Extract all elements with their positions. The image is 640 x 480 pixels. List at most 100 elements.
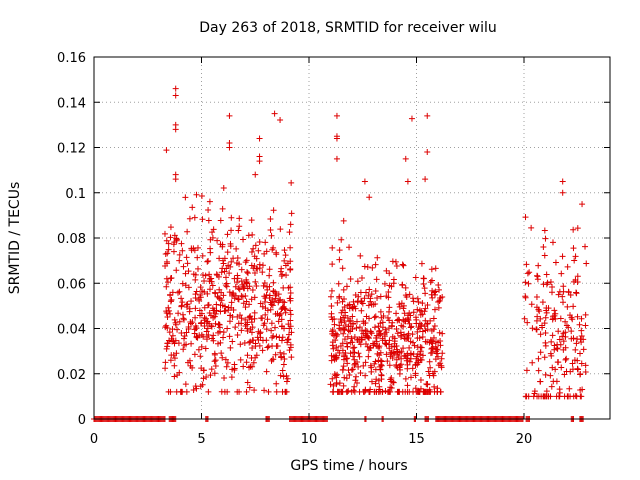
data-point xyxy=(438,355,445,362)
data-point xyxy=(249,287,256,294)
data-point xyxy=(567,292,574,299)
data-point xyxy=(232,283,239,290)
data-point xyxy=(253,283,260,290)
data-point xyxy=(365,302,372,309)
data-point xyxy=(173,267,180,274)
data-point xyxy=(354,298,361,305)
data-point xyxy=(249,324,256,331)
data-point xyxy=(537,349,544,356)
data-point xyxy=(259,337,266,344)
data-point xyxy=(172,321,179,328)
data-point xyxy=(428,266,435,273)
data-point xyxy=(327,293,334,300)
data-point xyxy=(184,260,191,267)
data-point xyxy=(204,318,211,325)
data-point xyxy=(240,363,247,370)
data-point xyxy=(407,355,414,362)
data-point xyxy=(214,293,221,300)
data-point xyxy=(167,298,174,305)
data-point xyxy=(555,291,562,298)
data-point xyxy=(244,319,251,326)
data-point xyxy=(211,370,218,377)
data-point xyxy=(388,283,395,290)
data-point xyxy=(205,217,212,224)
data-point xyxy=(368,364,375,371)
data-point xyxy=(235,320,242,327)
data-point xyxy=(218,297,225,304)
data-point xyxy=(410,298,417,305)
data-point xyxy=(171,373,178,380)
data-point xyxy=(430,315,437,322)
data-point xyxy=(169,289,176,296)
data-point xyxy=(273,380,280,387)
data-point-peak xyxy=(559,189,566,196)
data-point xyxy=(347,317,354,324)
data-point xyxy=(228,227,235,234)
data-point xyxy=(429,345,436,352)
data-point xyxy=(334,331,341,338)
data-point xyxy=(178,303,185,310)
data-point xyxy=(266,283,273,290)
data-point xyxy=(288,179,295,186)
data-point xyxy=(270,356,277,363)
data-point xyxy=(277,296,284,303)
data-point xyxy=(216,321,223,328)
data-point xyxy=(399,261,406,268)
data-point xyxy=(253,255,260,262)
data-point xyxy=(216,255,223,262)
data-point xyxy=(417,385,424,392)
data-point xyxy=(207,372,214,379)
data-point xyxy=(583,260,590,267)
data-point xyxy=(331,321,338,328)
data-point xyxy=(574,279,581,286)
data-point xyxy=(269,334,276,341)
data-point xyxy=(351,383,358,390)
data-point xyxy=(400,323,407,330)
data-point xyxy=(328,287,335,294)
data-point xyxy=(331,371,338,378)
data-point xyxy=(367,328,374,335)
data-point xyxy=(361,263,368,270)
data-point xyxy=(271,110,278,117)
data-point xyxy=(244,328,251,335)
data-point xyxy=(207,245,214,252)
data-point xyxy=(414,295,421,302)
data-point-peak xyxy=(424,149,431,156)
data-point xyxy=(222,274,229,281)
data-point xyxy=(387,349,394,356)
data-point xyxy=(539,299,546,306)
data-point xyxy=(560,338,567,345)
data-point xyxy=(220,329,227,336)
data-point xyxy=(243,359,250,366)
data-point xyxy=(171,355,178,362)
data-point-peak xyxy=(333,155,340,162)
data-point xyxy=(337,316,344,323)
data-point xyxy=(277,226,284,233)
data-point xyxy=(234,388,241,395)
data-point xyxy=(556,393,563,400)
data-point xyxy=(184,228,191,235)
data-point xyxy=(263,368,270,375)
data-point xyxy=(176,318,183,325)
data-point xyxy=(365,292,372,299)
data-point xyxy=(420,280,427,287)
data-point xyxy=(576,321,583,328)
data-point xyxy=(197,284,204,291)
data-point xyxy=(356,324,363,331)
data-point xyxy=(212,362,219,369)
data-point xyxy=(252,278,259,285)
data-point xyxy=(167,310,174,317)
data-point xyxy=(288,354,295,361)
data-point xyxy=(541,252,548,259)
data-point xyxy=(226,289,233,296)
data-point xyxy=(329,261,336,268)
data-point xyxy=(542,371,549,378)
data-point xyxy=(542,330,549,337)
data-point xyxy=(544,279,551,286)
data-point xyxy=(208,275,215,282)
data-point xyxy=(571,257,578,264)
data-point xyxy=(200,375,207,382)
data-point xyxy=(385,308,392,315)
data-point xyxy=(327,381,334,388)
data-point xyxy=(360,320,367,327)
